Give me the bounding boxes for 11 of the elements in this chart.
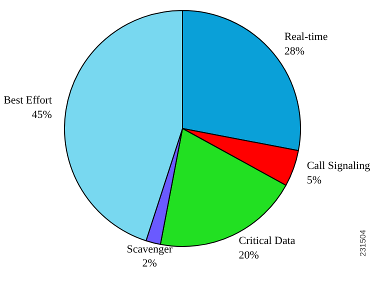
- slice-label: Real-time: [284, 31, 328, 44]
- text: 231504: [358, 229, 368, 256]
- data-label: 20%: [238, 249, 259, 262]
- slice-label: Best Effort: [4, 94, 52, 107]
- slice-label: Critical Data: [238, 234, 296, 247]
- slice-label: Call Signaling: [306, 160, 371, 172]
- data-label: 5%: [306, 174, 322, 186]
- data-label: 2%: [142, 258, 157, 270]
- data-label: 45%: [32, 109, 52, 122]
- slice-label: Scavenger: [126, 243, 173, 256]
- data-label: 28%: [284, 45, 305, 58]
